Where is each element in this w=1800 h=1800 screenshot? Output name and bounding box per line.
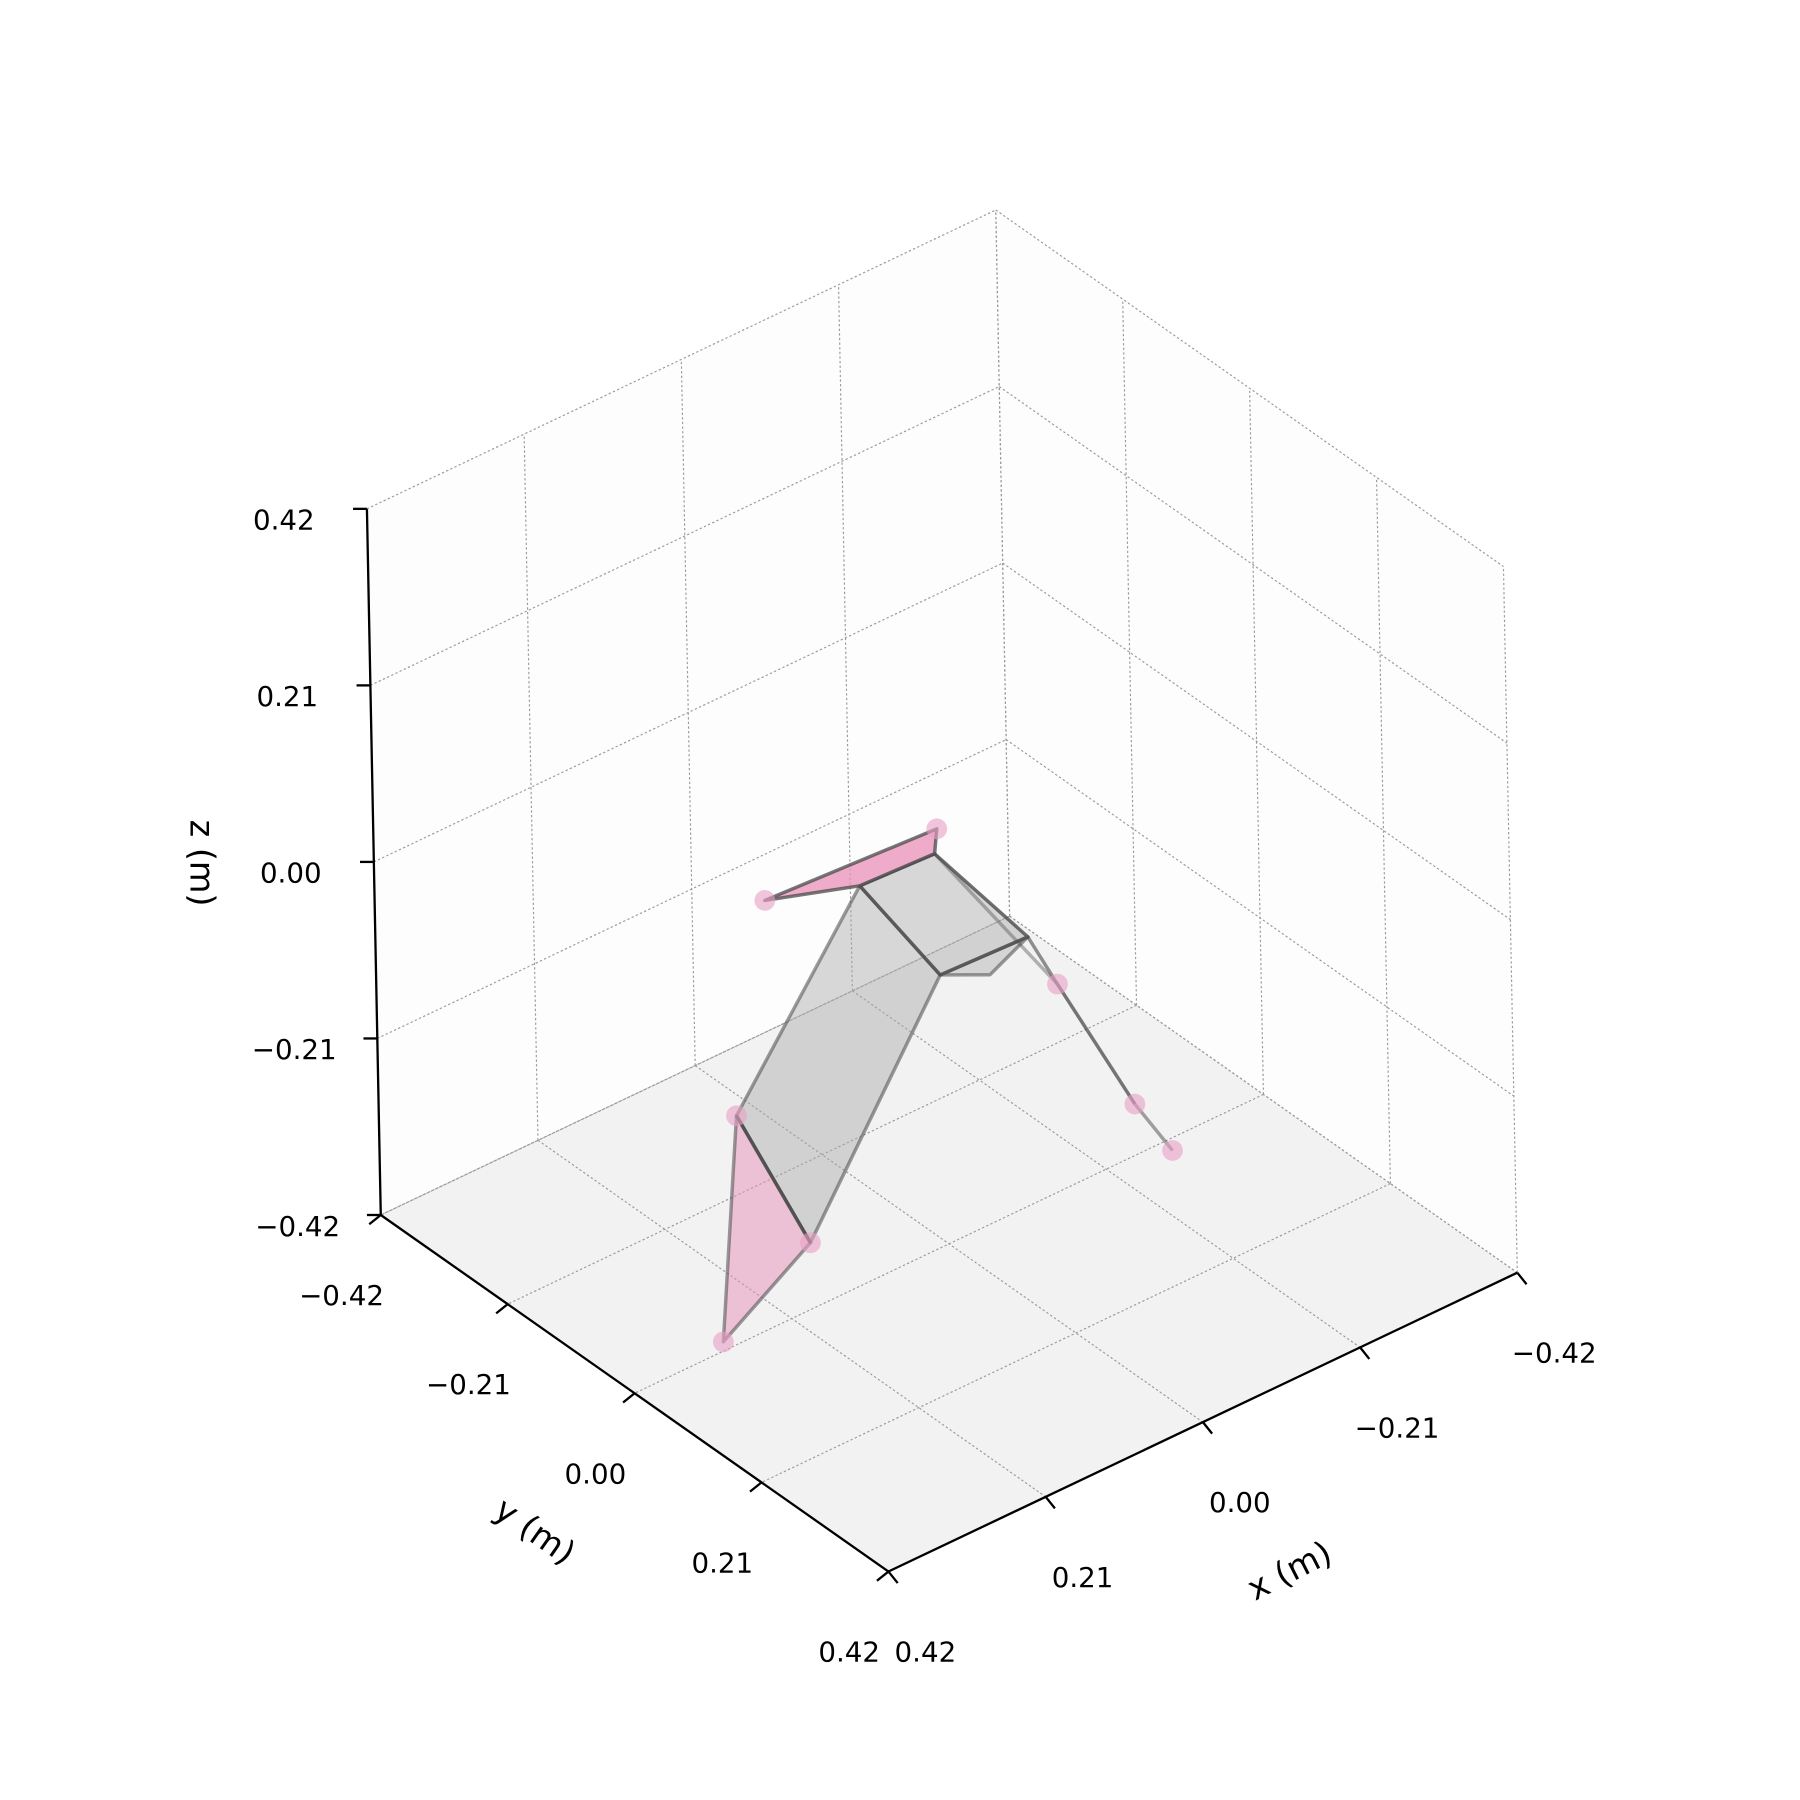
gridline [370,386,1000,686]
y-tick-label: 0.00 [565,1457,627,1490]
gridline [1002,562,1511,921]
gridline [537,1139,1047,1498]
tick-labels: −0.42 −0.42 −0.42 −0.21 −0.21 −0.21 0.00 0.00 0.… [252,504,1597,1669]
y-tick-label: −0.42 [299,1279,384,1312]
y-tick [876,1570,890,1582]
x-tick [1044,1496,1056,1510]
y-tick-label: −0.21 [426,1368,511,1401]
geometry [721,827,1174,1344]
gridline [373,562,1003,863]
axes [353,507,1528,1584]
markers [712,818,1183,1353]
z-tick-label: 0.00 [260,857,322,890]
gridline [761,1183,1391,1483]
gridline [634,1093,1264,1394]
data-point-marker [1162,1140,1183,1161]
y-tick [495,1303,509,1315]
edge [734,1114,812,1244]
pink-upper-face [763,827,939,903]
x-tick-label: −0.42 [1512,1337,1597,1370]
leg-edge [933,852,1059,986]
y-tick [368,1214,382,1226]
x-tick-label: 0.00 [1209,1486,1271,1519]
y-tick [622,1392,636,1404]
gridline [998,386,1508,744]
y-tick-label: 0.42 [818,1636,880,1669]
z-tick-label: −0.42 [255,1210,340,1243]
data-point-marker [712,1331,734,1353]
gridline [366,209,997,510]
gridline [995,209,1504,568]
z-tick-label: −0.21 [252,1033,337,1066]
data-point-marker [1047,973,1068,995]
gridline [507,1004,1137,1305]
x-tick [887,1570,899,1584]
y-axis-label: y (m) [487,1489,582,1572]
z-tick-label: 0.21 [256,680,318,713]
x-tick [1359,1346,1371,1360]
data-point-marker [1124,1093,1146,1115]
data-point-marker [726,1105,747,1127]
z-tick-label: 0.42 [253,504,315,537]
z-axis-label: z (m) [182,820,221,907]
y-tick-label: 0.21 [691,1546,753,1579]
x-axis-label: x (m) [1241,1533,1338,1608]
x-tick-label: −0.21 [1355,1411,1440,1444]
x-tick-label: 0.21 [1052,1561,1114,1594]
data-point-marker [800,1232,821,1254]
data-point-marker [926,818,948,840]
y-tick [749,1481,763,1493]
x-tick [1201,1421,1214,1435]
gridlines [366,209,1518,1573]
gridline [852,990,1361,1348]
leg-edge [1055,983,1137,1106]
x-tick [1516,1271,1528,1285]
x-tick-label: 0.42 [895,1636,957,1669]
data-point-marker [754,890,776,911]
